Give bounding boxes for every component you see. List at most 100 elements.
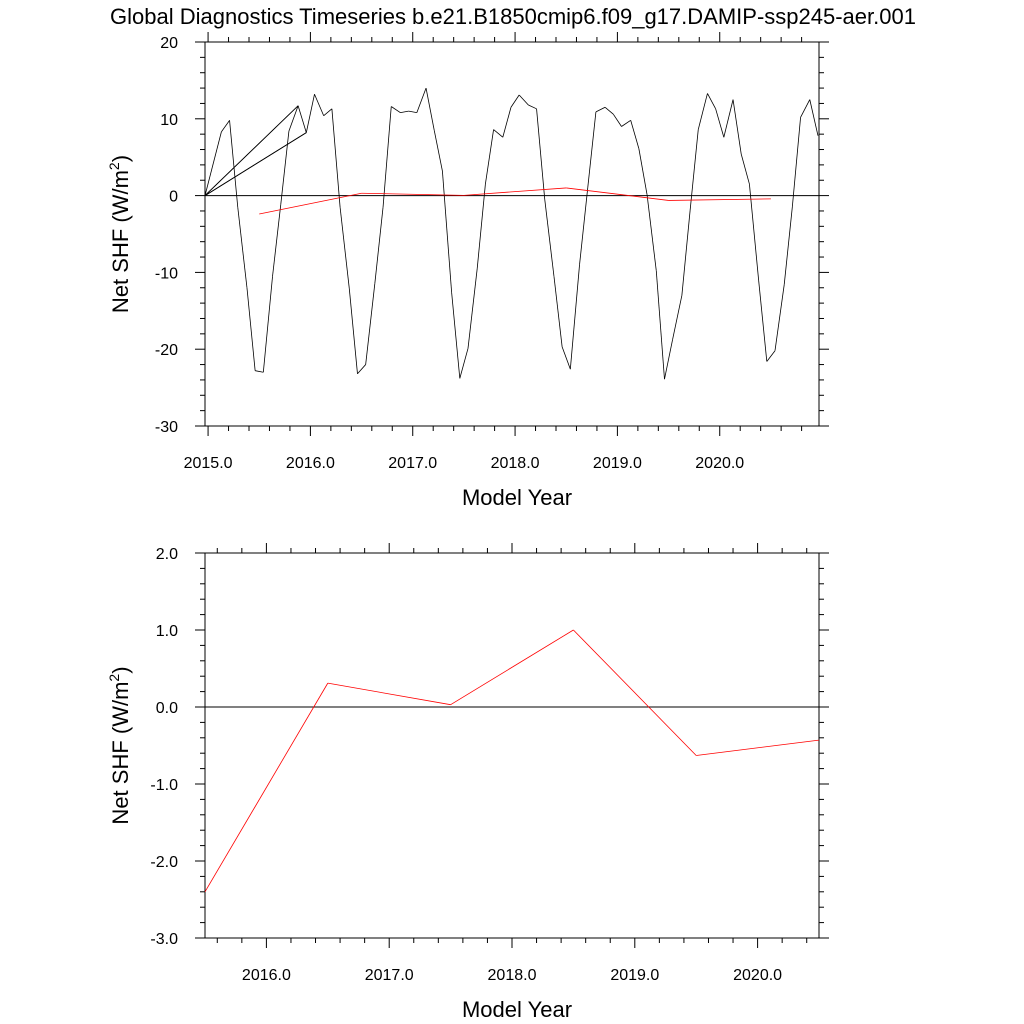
- x-tick-label: 2016.0: [286, 455, 335, 472]
- series-monthly-segment: [433, 130, 443, 172]
- series-monthly-segment: [246, 287, 256, 371]
- series-monthly-segment: [621, 120, 631, 127]
- x-tick-label: 2018.0: [491, 455, 540, 472]
- series-monthly-segment: [280, 131, 290, 205]
- series-monthly-segment: [476, 184, 486, 269]
- series-monthly-segment: [740, 154, 750, 185]
- series-monthly-segment: [697, 93, 708, 130]
- series-monthly-segment: [459, 348, 469, 379]
- y-axis-label-superscript: 2: [106, 674, 122, 682]
- series-annual-segment: [259, 192, 362, 215]
- x-tick-label: 2020.0: [733, 967, 782, 984]
- series-monthly-segment: [536, 108, 546, 200]
- y-tick-label: -2.0: [150, 854, 178, 871]
- series-monthly-segment: [791, 117, 801, 207]
- series-monthly-segment: [689, 129, 699, 212]
- series-monthly-segment: [237, 207, 248, 288]
- x-tick-label: 2017.0: [388, 455, 437, 472]
- y-tick-label: -20: [155, 342, 178, 359]
- series-monthly-segment: [331, 108, 341, 208]
- series-monthly-segment: [229, 120, 239, 208]
- y-axis-label-main: Net SHF (W/m: [108, 682, 133, 825]
- series-monthly-segment: [809, 99, 819, 136]
- series-monthly-segment: [408, 110, 417, 114]
- series-annual-segment: [668, 198, 771, 201]
- series-monthly-segment: [646, 194, 657, 271]
- series-annual-segment: [463, 187, 567, 196]
- x-tick-label: 2019.0: [610, 967, 659, 984]
- series-monthly-segment: [467, 268, 478, 349]
- series-monthly-segment: [544, 199, 555, 277]
- series-monthly-segment: [262, 276, 273, 373]
- series-monthly-segment: [305, 94, 315, 133]
- series-monthly-segment: [553, 276, 563, 347]
- series-monthly-segment: [595, 106, 606, 113]
- series-annual-segment: [450, 629, 574, 706]
- x-tick-label: 2018.0: [488, 967, 537, 984]
- y-axis-label-main: Net SHF (W/m: [108, 170, 133, 313]
- series-annual: [259, 187, 771, 215]
- series-monthly-segment: [561, 346, 571, 370]
- y-tick-label: 20: [160, 35, 178, 52]
- series-annual-segment: [361, 192, 464, 196]
- series-annual-segment: [204, 682, 329, 893]
- series-monthly-segment: [783, 206, 793, 285]
- series-monthly-segment: [416, 87, 427, 113]
- y-axis-label-tail: ): [108, 155, 133, 162]
- series-monthly-segment: [339, 207, 350, 289]
- plot-frame: [204, 552, 820, 939]
- chart-panel-top: -30 -20 -10 0 10 20 2015.0 2016.0 2017.0 2018.0 20…: [106, 32, 829, 510]
- series-monthly-segment: [510, 94, 520, 108]
- series-monthly-segment: [528, 104, 537, 110]
- series-monthly-segment: [612, 113, 622, 127]
- series-monthly-segment: [502, 107, 512, 138]
- series-monthly-segment: [569, 264, 580, 370]
- series-monthly-segment: [579, 187, 589, 265]
- x-tick-label: 2020.0: [695, 455, 744, 472]
- series-monthly-segment: [400, 110, 409, 114]
- y-tick-label: -1.0: [150, 777, 178, 794]
- series-monthly-segment: [272, 204, 282, 277]
- series-monthly-segment: [732, 99, 742, 155]
- series-monthly-segment: [425, 88, 435, 131]
- series-monthly-segment: [204, 131, 222, 196]
- series-monthly-segment: [749, 184, 760, 281]
- series-monthly-segment: [484, 129, 494, 185]
- series-monthly-segment: [288, 105, 299, 132]
- series-annual-segment: [566, 187, 669, 201]
- series-monthly-segment: [357, 364, 366, 375]
- series-monthly-segment: [758, 280, 768, 362]
- series-monthly: [204, 87, 819, 380]
- x-axis-label: Model Year: [462, 997, 572, 1022]
- series-monthly-segment: [374, 207, 384, 284]
- series-monthly-segment: [630, 120, 640, 149]
- y-tick-label: 0.0: [156, 700, 178, 717]
- series-monthly-segment: [707, 93, 716, 110]
- series-monthly-segment: [442, 170, 453, 293]
- y-axis-label: Net SHF (W/m2): [106, 666, 133, 824]
- series-annual-segment: [573, 629, 697, 756]
- series-annual-segment: [327, 682, 451, 706]
- series-monthly-segment: [221, 120, 230, 133]
- series-monthly-segment: [766, 350, 776, 362]
- y-tick-label: 2.0: [156, 546, 178, 563]
- series-monthly-segment: [800, 99, 811, 118]
- series-annual: [204, 629, 820, 893]
- plot-frame: [204, 41, 820, 427]
- y-axis-label: Net SHF (W/m2): [106, 155, 133, 313]
- series-monthly-segment: [314, 94, 325, 116]
- y-axis-label-tail: ): [108, 666, 133, 673]
- series-monthly-segment: [391, 106, 401, 113]
- x-tick-label: 2017.0: [365, 967, 414, 984]
- y-tick-label: 1.0: [156, 623, 178, 640]
- series-monthly-segment: [715, 108, 725, 138]
- x-tick-label: 2019.0: [593, 455, 642, 472]
- x-tick-label: 2016.0: [242, 967, 291, 984]
- series-monthly-segment: [638, 148, 648, 195]
- series-monthly-segment: [587, 111, 597, 188]
- series-monthly-segment: [255, 370, 264, 373]
- series-monthly-segment: [382, 106, 392, 208]
- series-monthly-segment: [655, 270, 665, 380]
- series-monthly-segment: [664, 339, 674, 380]
- y-tick-label: -3.0: [150, 931, 178, 948]
